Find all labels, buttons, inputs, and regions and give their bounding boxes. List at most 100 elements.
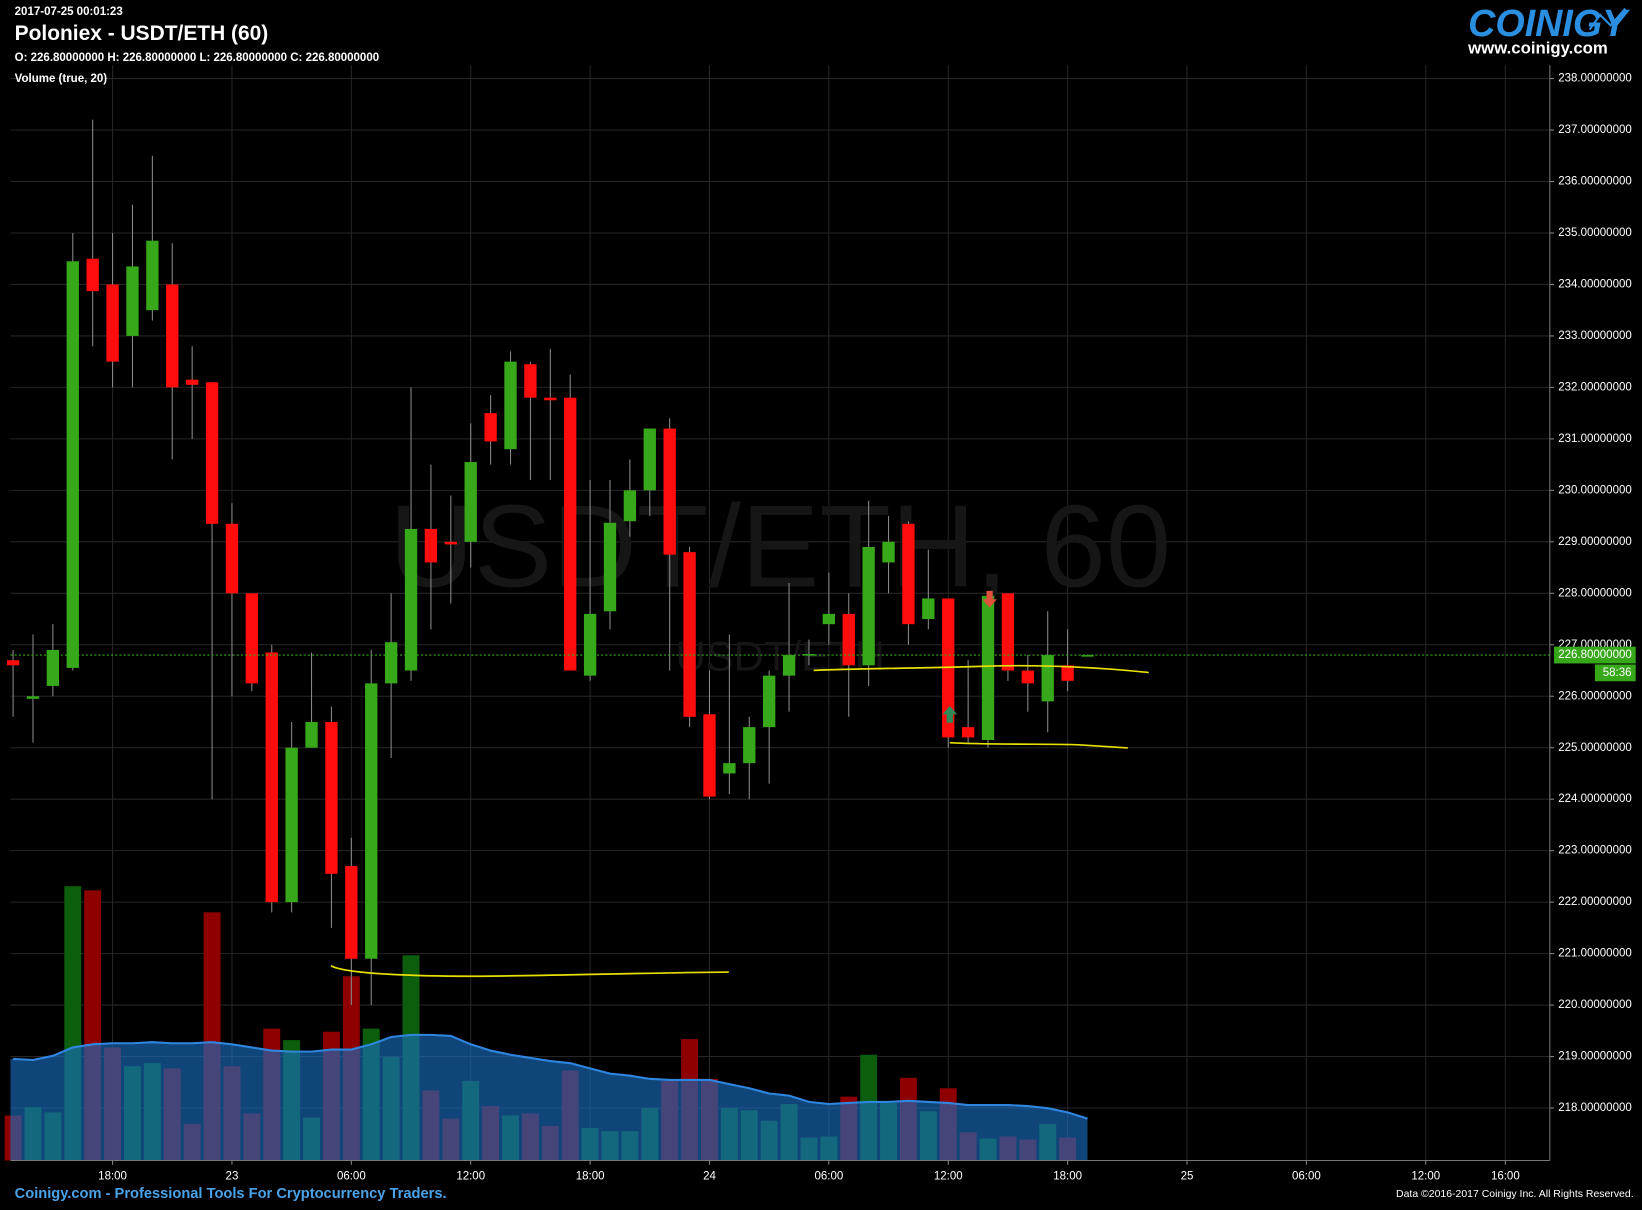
candle-body [225, 523, 239, 594]
countdown-box [1594, 664, 1636, 682]
candle-body [484, 413, 497, 442]
timestamp: 2017-07-25 00:01:23 [15, 6, 123, 18]
candle-body [285, 747, 298, 903]
candle-body [1061, 665, 1074, 681]
candle-body [325, 721, 338, 874]
y-tick-label: 238.00000000 [1558, 73, 1632, 85]
candle-body [822, 613, 836, 625]
y-tick-label: 231.00000000 [1558, 433, 1632, 445]
candle-body [524, 364, 537, 398]
y-tick-label: 234.00000000 [1558, 278, 1632, 290]
drawings [330, 664, 1149, 978]
candle-body [842, 613, 855, 666]
candle-body [46, 649, 60, 686]
candle-body [6, 660, 20, 666]
candle-body [106, 284, 119, 362]
candle-body [544, 397, 557, 401]
candle-body [782, 655, 796, 676]
candle-body [205, 382, 219, 524]
x-tick-label: 25 [1181, 1170, 1194, 1182]
y-tick-label: 229.00000000 [1558, 536, 1632, 548]
candle-body [365, 683, 378, 959]
candle-body [444, 541, 457, 545]
candle-body [683, 552, 696, 717]
candle-body [603, 522, 617, 612]
x-tick-label: 24 [703, 1170, 716, 1182]
y-tick-label: 220.00000000 [1558, 999, 1632, 1011]
candle-body [902, 523, 915, 625]
trend-line [330, 965, 729, 978]
candle-body [882, 541, 895, 563]
axis-layer: 218.00000000 219.00000000 220.00000000 221.… [10, 65, 1636, 1182]
candle-body [166, 284, 179, 388]
x-tick-label: 12:00 [1411, 1170, 1440, 1182]
logo: COINIGY [1468, 2, 1630, 44]
candle-body [1081, 655, 1094, 657]
candle-body [762, 675, 776, 728]
y-tick-label: 224.00000000 [1558, 793, 1632, 805]
trend-line [813, 664, 1149, 674]
candle-body [345, 866, 358, 959]
candle-body [126, 266, 139, 336]
logo-graph [1588, 7, 1627, 31]
candle-layer [6, 119, 1094, 1006]
candle-body [961, 727, 975, 738]
candle-body [504, 361, 517, 450]
candle-body [185, 379, 199, 385]
candle-body [1021, 670, 1034, 684]
candle-body [663, 428, 676, 555]
y-tick-label: 222.00000000 [1558, 896, 1632, 908]
watermark: USDT/ETH, 60 [389, 481, 1171, 612]
candle-body [723, 763, 736, 774]
last-price-label: 226.80000000 [1558, 649, 1632, 661]
candle-body [862, 546, 875, 666]
y-tick-label: 232.00000000 [1558, 381, 1632, 393]
y-tick-label: 233.00000000 [1558, 330, 1632, 342]
candle-body [245, 593, 259, 684]
y-tick-label: 218.00000000 [1558, 1102, 1632, 1114]
logo-url: www.coinigy.com [1467, 39, 1608, 58]
candle-body [265, 652, 278, 903]
candle-body [703, 714, 716, 797]
candle-body [86, 258, 99, 292]
x-tick-label: 23 [226, 1170, 239, 1182]
candle-body [1041, 655, 1054, 702]
candle-body [464, 462, 477, 542]
x-tick-label: 12:00 [934, 1170, 963, 1182]
candle-body [802, 654, 816, 656]
x-tick-label: 18:00 [1053, 1170, 1082, 1182]
candle-body [643, 428, 656, 491]
y-tick-label: 223.00000000 [1558, 845, 1632, 857]
candle-body [146, 240, 159, 311]
candle-body [743, 727, 756, 764]
y-tick-label: 230.00000000 [1558, 484, 1632, 496]
volume-ma-line [13, 1033, 1088, 1120]
y-tick-label: 226.00000000 [1558, 690, 1632, 702]
y-tick-label: 228.00000000 [1558, 587, 1632, 599]
y-tick-label: 235.00000000 [1558, 227, 1632, 239]
candle-body [564, 397, 577, 671]
y-tick-label: 219.00000000 [1558, 1051, 1632, 1063]
candle-body [981, 595, 995, 740]
candle-body [922, 598, 935, 620]
last-price-box [1554, 646, 1636, 664]
ohlc: O: 226.80000000 H: 226.80000000 L: 226.8… [15, 52, 379, 64]
trend-line [949, 741, 1128, 749]
y-tick-label: 225.00000000 [1558, 742, 1632, 754]
y-tick-label: 221.00000000 [1558, 948, 1632, 960]
candle-body [623, 490, 637, 522]
candle-body [404, 528, 418, 671]
x-tick-label: 18:00 [576, 1170, 605, 1182]
candle-body [583, 613, 597, 676]
y-tick-label: 236.00000000 [1558, 176, 1632, 188]
volume-layer [4, 886, 1088, 1161]
countdown: 58:36 [1603, 667, 1632, 679]
y-tick-label: 237.00000000 [1558, 124, 1632, 136]
volume-label: Volume (true, 20) [15, 73, 108, 85]
candle-body [424, 528, 438, 563]
x-tick-label: 16:00 [1491, 1170, 1520, 1182]
x-tick-label: 18:00 [98, 1170, 127, 1182]
candle-body [305, 721, 318, 748]
